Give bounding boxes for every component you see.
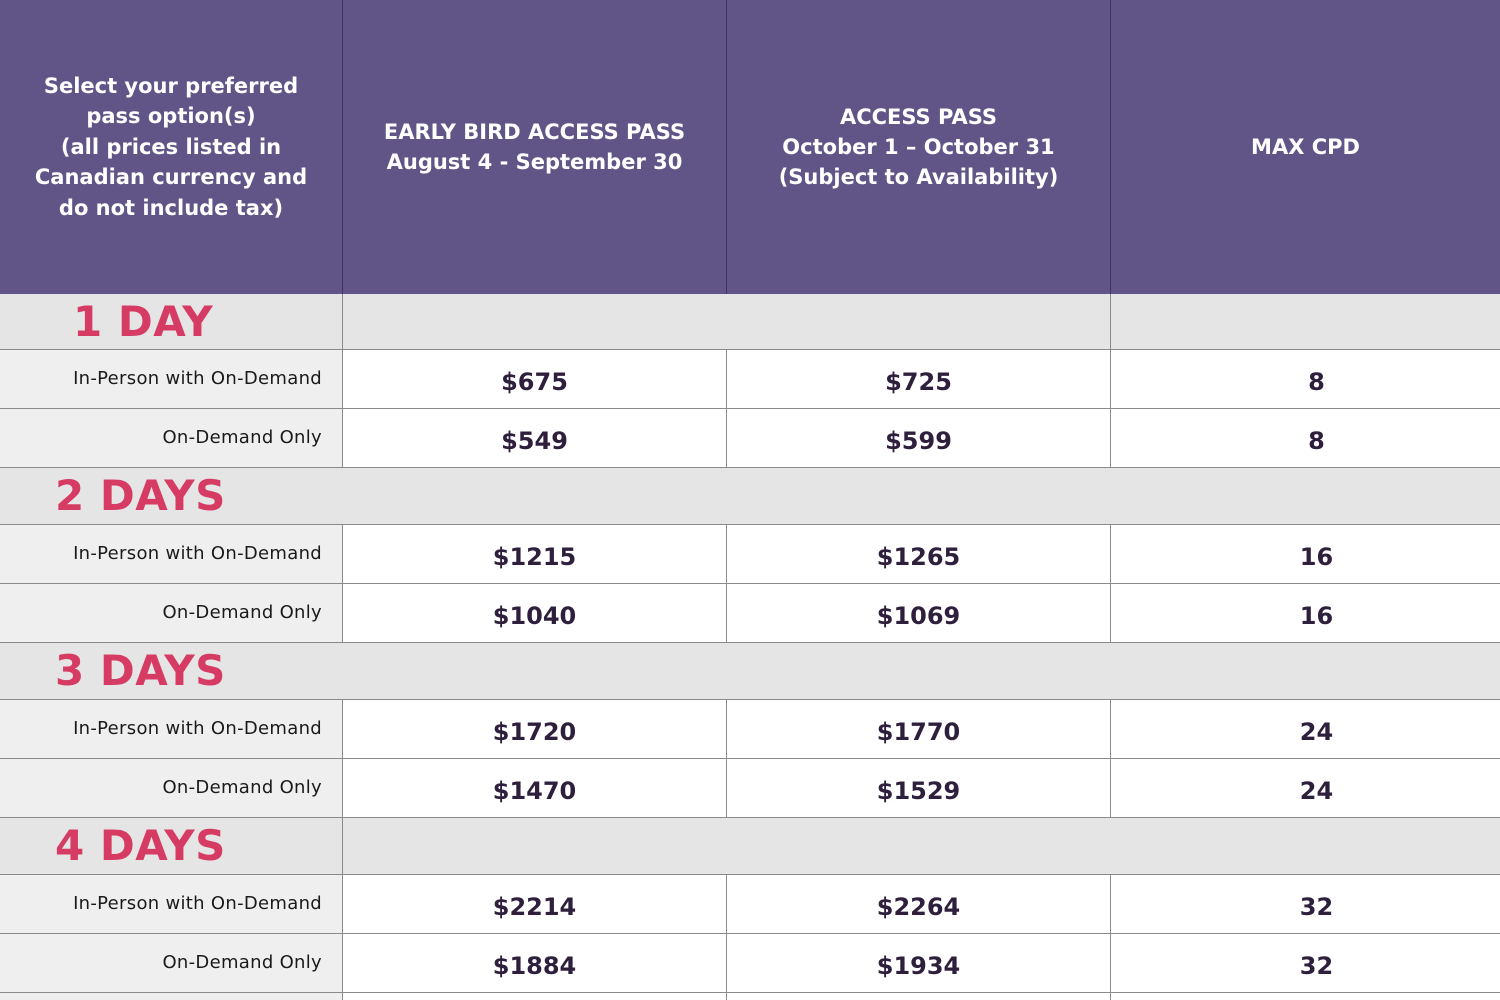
table-bottom-edge [0,993,342,1000]
header-max-cpd: MAX CPD [1110,0,1500,294]
row-label: On-Demand Only [0,759,342,818]
row-label: In-Person with On-Demand [0,700,342,759]
access-pass-price: $725 [726,350,1110,409]
section-2-days: 2 DAYS [0,468,342,525]
section-filler [342,468,1500,525]
access-pass-price: $2264 [726,875,1110,934]
section-3-days: 3 DAYS [0,643,342,700]
max-cpd-value: 32 [1110,875,1500,934]
max-cpd-value: 8 [1110,409,1500,468]
row-label: In-Person with On-Demand [0,350,342,409]
early-bird-price: $549 [342,409,726,468]
access-pass-price: $1934 [726,934,1110,993]
section-filler [342,643,1500,700]
section-title: 1 DAY [73,296,214,346]
access-pass-price: $1770 [726,700,1110,759]
header-early-bird: EARLY BIRD ACCESS PASS August 4 - Septem… [342,0,726,294]
access-pass-price: $599 [726,409,1110,468]
header-access-pass: ACCESS PASS October 1 – October 31 (Subj… [726,0,1110,294]
row-label: On-Demand Only [0,584,342,643]
access-pass-price: $1529 [726,759,1110,818]
early-bird-price: $675 [342,350,726,409]
max-cpd-value: 8 [1110,350,1500,409]
table-bottom-edge [1110,993,1500,1000]
early-bird-price: $2214 [342,875,726,934]
early-bird-price: $1720 [342,700,726,759]
max-cpd-value: 16 [1110,525,1500,584]
section-filler [342,818,1500,875]
early-bird-price: $1884 [342,934,726,993]
section-title: 4 DAYS [55,821,226,870]
early-bird-price: $1040 [342,584,726,643]
table-bottom-edge [342,993,726,1000]
max-cpd-value: 24 [1110,700,1500,759]
early-bird-price: $1470 [342,759,726,818]
section-title: 2 DAYS [55,471,226,520]
section-title: 3 DAYS [55,646,226,695]
section-4-days: 4 DAYS [0,818,342,875]
access-pass-price: $1069 [726,584,1110,643]
access-pass-price: $1265 [726,525,1110,584]
max-cpd-value: 24 [1110,759,1500,818]
row-label: On-Demand Only [0,934,342,993]
row-label: On-Demand Only [0,409,342,468]
section-filler [1110,294,1500,350]
early-bird-price: $1215 [342,525,726,584]
section-filler [342,294,1110,350]
max-cpd-value: 16 [1110,584,1500,643]
header-pass-option: Select your preferred pass option(s) (al… [0,0,342,294]
max-cpd-value: 32 [1110,934,1500,993]
section-1-day: 1 DAY [0,294,342,350]
table-bottom-edge [726,993,1110,1000]
row-label: In-Person with On-Demand [0,525,342,584]
row-label: In-Person with On-Demand [0,875,342,934]
